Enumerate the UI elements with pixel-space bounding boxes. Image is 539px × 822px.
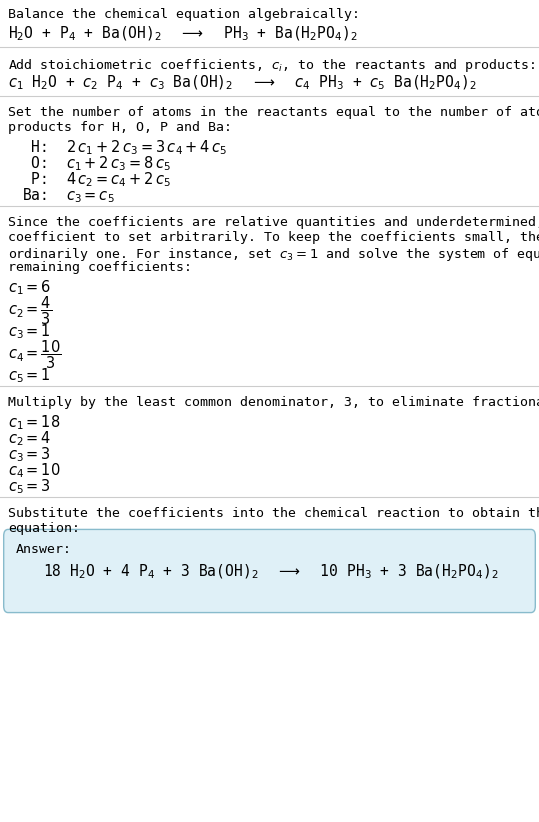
Text: $c_1 = 18$: $c_1 = 18$ <box>8 413 60 432</box>
Text: P:  $4\,c_2 = c_4 + 2\,c_5$: P: $4\,c_2 = c_4 + 2\,c_5$ <box>22 170 171 189</box>
Text: Substitute the coefficients into the chemical reaction to obtain the balanced: Substitute the coefficients into the che… <box>8 507 539 520</box>
Text: equation:: equation: <box>8 522 80 535</box>
Text: $c_2 = 4$: $c_2 = 4$ <box>8 429 51 448</box>
Text: ordinarily one. For instance, set $c_3 = 1$ and solve the system of equations fo: ordinarily one. For instance, set $c_3 =… <box>8 246 539 263</box>
Text: Balance the chemical equation algebraically:: Balance the chemical equation algebraica… <box>8 8 360 21</box>
Text: 18 H$_2$O + 4 P$_4$ + 3 Ba(OH)$_2$  $\longrightarrow$  10 PH$_3$ + 3 Ba(H$_2$PO$: 18 H$_2$O + 4 P$_4$ + 3 Ba(OH)$_2$ $\lon… <box>43 563 499 581</box>
Text: Ba:  $c_3 = c_5$: Ba: $c_3 = c_5$ <box>22 186 115 205</box>
Text: products for H, O, P and Ba:: products for H, O, P and Ba: <box>8 121 232 134</box>
FancyBboxPatch shape <box>4 529 535 612</box>
Text: $c_5 = 1$: $c_5 = 1$ <box>8 366 51 385</box>
Text: Answer:: Answer: <box>16 543 72 556</box>
Text: Since the coefficients are relative quantities and underdetermined, choose a: Since the coefficients are relative quan… <box>8 216 539 229</box>
Text: H$_2$O + P$_4$ + Ba(OH)$_2$  $\longrightarrow$  PH$_3$ + Ba(H$_2$PO$_4$)$_2$: H$_2$O + P$_4$ + Ba(OH)$_2$ $\longrighta… <box>8 25 358 44</box>
Text: $c_3 = 3$: $c_3 = 3$ <box>8 445 51 464</box>
Text: $c_5 = 3$: $c_5 = 3$ <box>8 477 51 496</box>
Text: $c_2 = \dfrac{4}{3}$: $c_2 = \dfrac{4}{3}$ <box>8 294 52 326</box>
Text: Add stoichiometric coefficients, $c_i$, to the reactants and products:: Add stoichiometric coefficients, $c_i$, … <box>8 57 536 74</box>
Text: Set the number of atoms in the reactants equal to the number of atoms in the: Set the number of atoms in the reactants… <box>8 106 539 119</box>
Text: $c_1 = 6$: $c_1 = 6$ <box>8 278 51 297</box>
Text: remaining coefficients:: remaining coefficients: <box>8 261 192 274</box>
Text: $c_4 = \dfrac{10}{3}$: $c_4 = \dfrac{10}{3}$ <box>8 338 61 371</box>
Text: $c_4 = 10$: $c_4 = 10$ <box>8 461 60 480</box>
Text: Multiply by the least common denominator, 3, to eliminate fractional coefficient: Multiply by the least common denominator… <box>8 396 539 409</box>
Text: $c_1$ H$_2$O + $c_2$ P$_4$ + $c_3$ Ba(OH)$_2$  $\longrightarrow$  $c_4$ PH$_3$ +: $c_1$ H$_2$O + $c_2$ P$_4$ + $c_3$ Ba(OH… <box>8 74 477 92</box>
Text: coefficient to set arbitrarily. To keep the coefficients small, the arbitrary va: coefficient to set arbitrarily. To keep … <box>8 231 539 244</box>
Text: $c_3 = 1$: $c_3 = 1$ <box>8 322 51 340</box>
Text: H:  $2\,c_1 + 2\,c_3 = 3\,c_4 + 4\,c_5$: H: $2\,c_1 + 2\,c_3 = 3\,c_4 + 4\,c_5$ <box>22 138 227 157</box>
Text: O:  $c_1 + 2\,c_3 = 8\,c_5$: O: $c_1 + 2\,c_3 = 8\,c_5$ <box>22 154 171 173</box>
